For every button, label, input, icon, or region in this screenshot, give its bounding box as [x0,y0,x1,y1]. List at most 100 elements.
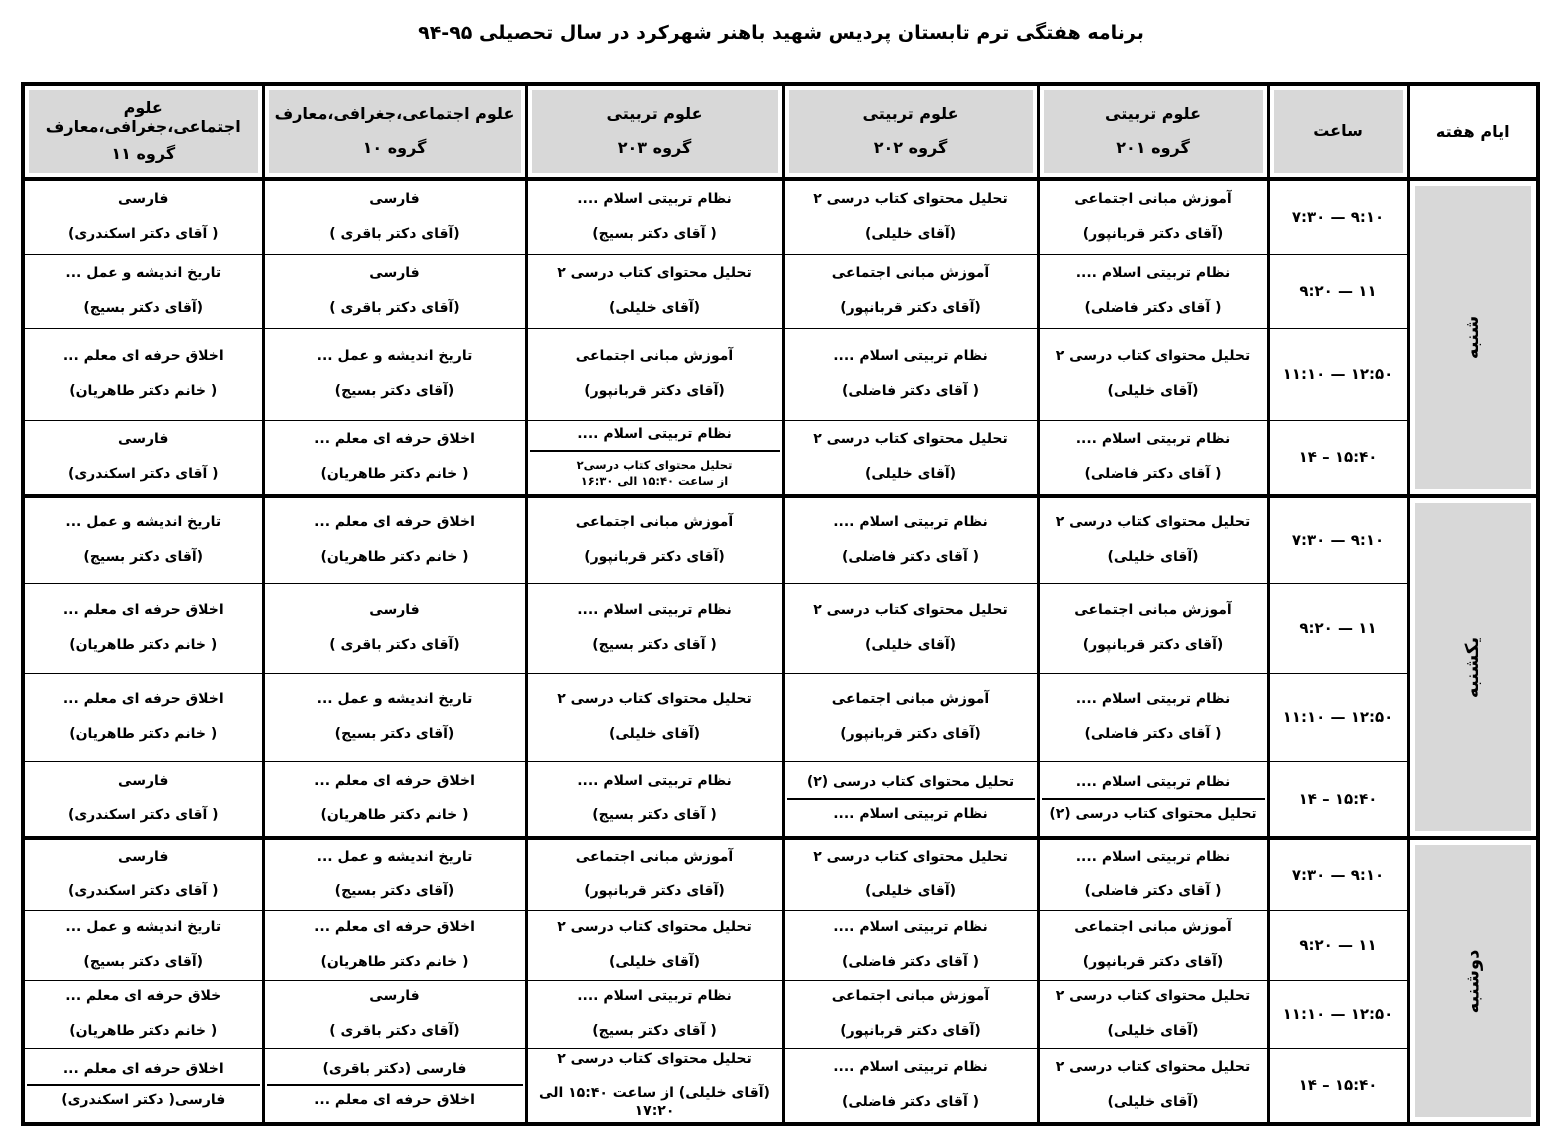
schedule-row: ۹:۲۰ — ۱۱ نظام تربیتی اسلام .... ( آقای دک… [21,253,1538,329]
course-name: تحلیل محتوای کتاب درسی ۲ [1055,514,1251,531]
schedule-cell: تحلیل محتوای کتاب درسی ۲ (آقای خلیلی) [781,582,1040,674]
schedule-cell: نظام تربیتی اسلام .... تحلیل محتوای کتاب … [524,419,785,497]
course-entry: آموزش مبانی اجتماعی (آقای دکتر قربانپور) [787,265,1035,317]
cell-content: فارسی (آقای دکتر باقری ) [267,602,523,654]
cell-content: نظام تربیتی اسلام .... ( آقای دکتر فاضلی) [1042,431,1265,483]
schedule-cell: تحلیل محتوای کتاب درسی ۲ (آقای خلیلی) [781,177,1040,255]
schedule-cell: نظام تربیتی اسلام .... ( آقای دکتر فاضلی) [1036,253,1270,329]
schedule-row: یکشنبه ۷:۳۰ — ۹:۱۰ تحلیل محتوای کتاب درسی … [21,494,1540,839]
time-cell: ۱۱:۱۰ — ۱۲:۵۰ [1266,327,1410,421]
cell-content: آموزش مبانی اجتماعی (آقای دکتر قربانپور) [530,849,780,901]
course-entry: آموزش مبانی اجتماعی (آقای دکتر قربانپور) [530,348,780,400]
course-name: آموزش مبانی اجتماعی [575,848,734,865]
schedule-cell: تحلیل محتوای کتاب درسی ۲ (آقای خلیلی) [524,672,785,762]
course-entry: تحلیل محتوای کتاب درسی (۲) [787,774,1035,792]
schedule-cell: تحلیل محتوای کتاب درسی ۲ (آقای خلیلی) [781,419,1040,497]
cell-content: نظام تربیتی اسلام .... ( آقای دکتر بسیج) [530,191,780,243]
course-name: نظام تربیتی اسلام .... [833,514,988,531]
course-name: نظام تربیتی اسلام .... [833,348,988,364]
cell-content: اخلاق حرفه ای معلم ... ( خانم دکتر طاهریا… [27,602,260,654]
schedule-cell: تحلیل محتوای کتاب درسی ۲ (آقای خلیلی) [781,836,1040,911]
teacher-name: (آقای خلیلی) [864,883,957,900]
teacher-name: ( خانم دکتر طاهریان) [69,382,218,399]
cell-content: تاریخ اندیشه و عمل ... (آقای دکتر بسیج) [27,919,260,971]
time-cell: ۹:۲۰ — ۱۱ [1266,253,1410,329]
teacher-name: (آقای دکتر قربانپور) [584,883,725,900]
course-entry: تحلیل محتوای کتاب درسی۲ از ساعت ۱۵:۴۰ الی… [529,449,780,489]
schedule-cell: نظام تربیتی اسلام .... ( آقای دکتر بسیج) [524,582,785,674]
cell-content: تحلیل محتوای کتاب درسی ۲ (آقای خلیلی) [787,191,1035,243]
course-name: تاریخ اندیشه و عمل ... [316,691,473,707]
course-entry: تحلیل محتوای کتاب درسی ۲ (آقای خلیلی) [1042,348,1265,400]
schedule-cell: نظام تربیتی اسلام .... ( آقای دکتر فاضلی) [781,327,1040,421]
course-entry: آموزش مبانی اجتماعی (آقای دکتر قربانپور) [530,514,780,566]
course-entry: تحلیل محتوای کتاب درسی ۲ (آقای خلیلی) [787,602,1035,654]
course-entry: فارسی (آقای دکتر باقری ) [267,602,523,654]
schedule-cell: اخلاق حرفه ای معلم ... ( خانم دکتر طاهریا… [261,760,528,839]
course-name: آموزش مبانی اجتماعی [1074,191,1232,208]
schedule-cell: اخلاق حرفه ای معلم ... فارسی( دکتر اسکندر… [21,1047,265,1125]
schedule-row: ۱۴ – ۱۵:۴۰ نظام تربیتی اسلام .... ( آقای د… [21,419,1538,497]
header-group-202-box: علوم تربیتی گروه ۲۰۲ [788,90,1033,173]
cell-content: فارسی ( آقای دکتر اسکندری) [27,191,260,243]
course-entry: اخلاق حرفه ای معلم ... [27,1061,260,1079]
cell-content: نظام تربیتی اسلام .... ( آقای دکتر بسیج) [530,988,780,1040]
teacher-name: (آقای دکتر باقری ) [329,225,460,242]
course-name: تحلیل محتوای کتاب درسی ۲ [813,848,1008,865]
course-entry: تاریخ اندیشه و عمل ... (آقای دکتر بسیج) [27,919,260,971]
teacher-name: ( خانم دکتر طاهریان) [320,807,469,824]
schedule-cell: فارسی ( آقای دکتر اسکندری) [21,760,265,839]
schedule-cell: تاریخ اندیشه و عمل ... (آقای دکتر بسیج) [261,672,528,762]
schedule-cell: فارسی (آقای دکتر باقری ) [261,253,528,329]
schedule-cell: تاریخ اندیشه و عمل ... (آقای دکتر بسیج) [21,494,265,584]
teacher-name: ( آقای دکتر بسیج) [592,225,717,242]
course-entry: تحلیل محتوای کتاب درسی ۲ (آقای خلیلی) [530,691,780,743]
course-entry: آموزش مبانی اجتماعی (آقای دکتر قربانپور) [530,849,780,901]
course-name: نظام تربیتی اسلام .... [1075,774,1231,791]
course-name: تاریخ اندیشه و عمل ... [65,919,222,935]
course-entry: نظام تربیتی اسلام .... ( آقای دکتر فاضلی) [1042,265,1265,317]
cell-content: تحلیل محتوای کتاب درسی ۲ (آقای خلیلی) [530,691,780,743]
course-name: فارسی [369,602,420,618]
course-entry: اخلاق حرفه ای معلم ... ( خانم دکتر طاهریا… [267,773,523,825]
course-name: فارسی [118,772,169,789]
cell-content: تحلیل محتوای کتاب درسی ۲ (آقای خلیلی) [530,919,780,971]
header-group-203: علوم تربیتی گروه ۲۰۳ [524,82,785,181]
schedule-cell: نظام تربیتی اسلام .... ( آقای دکتر بسیج) [524,760,785,839]
schedule-cell: آموزش مبانی اجتماعی (آقای دکتر قربانپور) [781,253,1040,329]
header-group-10: علوم اجتماعی،جغرافی،معارف گروه ۱۰ [261,82,528,181]
course-name: نظام تربیتی اسلام .... [577,602,732,618]
cell-content: فارسی ( آقای دکتر اسکندری) [27,431,260,483]
header-group-number: گروه ۱۱ [111,144,176,164]
course-name: فارسی [369,988,420,1004]
schedule-cell: نظام تربیتی اسلام .... ( آقای دکتر فاضلی) [1036,419,1270,497]
teacher-name: (آقای خلیلی) [1107,1022,1199,1039]
cell-content: آموزش مبانی اجتماعی (آقای دکتر قربانپور) [1042,191,1265,243]
teacher-name: ( آقای دکتر فاضلی) [1084,299,1222,316]
course-name: اخلاق حرفه ای معلم ... [62,1060,224,1077]
course-name: آموزش مبانی اجتماعی [831,265,990,281]
cell-content: نظام تربیتی اسلام .... تحلیل محتوای کتاب … [1041,774,1265,823]
cell-content: فارسی (آقای دکتر باقری ) [267,191,523,243]
course-name: اخلاق حرفه ای معلم ... [314,514,475,531]
header-group-203-box: علوم تربیتی گروه ۲۰۳ [531,90,778,173]
schedule-row: ۱۱:۱۰ — ۱۲:۵۰ تحلیل محتوای کتاب درسی ۲ (آق… [21,979,1538,1049]
cell-content: اخلاق حرفه ای معلم ... ( خانم دکتر طاهریا… [27,691,260,743]
schedule-cell: آموزش مبانی اجتماعی (آقای دکتر قربانپور) [1036,582,1270,674]
course-entry: اخلاق حرفه ای معلم ... ( خانم دکتر طاهریا… [267,514,523,566]
teacher-name: (آقای خلیلی) [1107,548,1199,565]
schedule-cell: تحلیل محتوای کتاب درسی (۲) نظام تربیتی اس… [781,760,1040,839]
course-name: نظام تربیتی اسلام .... [577,772,732,789]
course-entry: نظام تربیتی اسلام .... ( آقای دکتر بسیج) [530,191,780,243]
course-entry: نظام تربیتی اسلام .... ( آقای دکتر فاضلی) [787,348,1035,400]
teacher-name: ( آقای دکتر فاضلی) [841,548,980,565]
teacher-name: (آقای خلیلی) [608,725,701,742]
schedule-cell: نظام تربیتی اسلام .... ( آقای دکتر فاضلی) [1036,672,1270,762]
course-entry: تحلیل محتوای کتاب درسی ۲ (آقای خلیلی) [530,919,780,971]
teacher-name: (آقای خلیلی) [608,299,701,316]
course-name: آموزش مبانی اجتماعی [575,348,734,364]
course-entry: فارسی (دکتر باقری) [267,1061,523,1079]
course-entry: نظام تربیتی اسلام .... ( آقای دکتر فاضلی) [787,514,1035,566]
schedule-cell: تحلیل محتوای کتاب درسی ۲ (آقای خلیلی) [524,909,785,981]
teacher-name: ( خانم دکتر طاهریان) [320,953,469,970]
